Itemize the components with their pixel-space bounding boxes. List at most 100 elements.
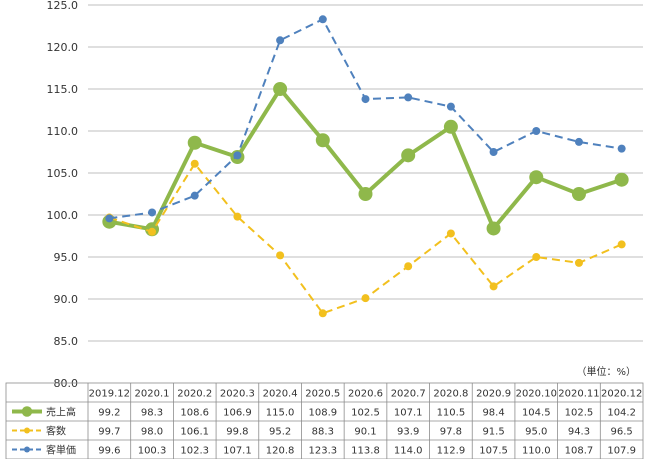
y-tick-label: 110.0 [47, 125, 79, 138]
data-label: 99.6 [98, 446, 120, 457]
data-point [532, 253, 541, 261]
data-label: 98.4 [482, 408, 504, 419]
data-label: 107.5 [479, 446, 508, 457]
data-label: 108.7 [565, 446, 594, 457]
grid [88, 4, 643, 342]
series-1 [102, 82, 629, 237]
data-point [148, 208, 157, 217]
y-tick-label: 90.0 [54, 293, 79, 306]
unit-label: （単位：%） [576, 365, 636, 378]
data-label: 107.1 [394, 408, 423, 419]
data-point [273, 82, 288, 96]
data-label: 96.5 [611, 427, 633, 438]
data-label: 94.3 [568, 427, 590, 438]
y-tick-label: 115.0 [47, 83, 79, 96]
data-point [489, 148, 498, 156]
data-point [361, 294, 370, 303]
data-point [233, 151, 242, 160]
x-tick-label: 2020.3 [220, 389, 255, 400]
data-label: 114.0 [394, 446, 423, 457]
x-tick-label: 2020.6 [348, 389, 383, 400]
data-label: 102.5 [351, 408, 380, 419]
y-tick-label: 120.0 [47, 41, 79, 54]
data-point [318, 15, 327, 24]
data-point [276, 251, 285, 260]
legend-key-marker [21, 406, 33, 417]
data-point [361, 95, 370, 104]
data-label: 100.3 [138, 446, 167, 457]
data-label: 107.1 [223, 446, 252, 457]
series-lines [102, 15, 629, 318]
data-point [446, 229, 455, 238]
data-label: 108.9 [308, 408, 337, 419]
y-tick-label: 125.0 [47, 0, 79, 12]
x-tick-label: 2020.8 [433, 389, 468, 400]
data-label: 123.3 [308, 446, 337, 457]
y-axis: 80.0 85.0 90.0 95.0 100.0 105.0 110.0 115.0 120.… [47, 0, 79, 390]
x-tick-label: 2020.11 [558, 389, 599, 400]
data-label: 98.0 [141, 427, 163, 438]
legend-key-marker [24, 446, 30, 453]
data-label: 112.9 [437, 446, 466, 457]
data-label: 93.9 [397, 427, 419, 438]
data-point [404, 93, 413, 102]
series-line [108, 87, 623, 232]
x-tick-label: 2020.7 [391, 389, 426, 400]
data-label: 106.9 [223, 408, 252, 419]
data-point [318, 309, 327, 318]
x-tick-label: 2020.10 [516, 389, 557, 400]
series-3 [105, 15, 626, 223]
x-tick-label: 2020.4 [263, 389, 298, 400]
data-point [187, 135, 202, 150]
data-label: 106.1 [180, 427, 209, 438]
data-label: 88.3 [312, 427, 334, 438]
y-tick-label: 95.0 [54, 251, 79, 264]
data-label: 108.6 [180, 408, 209, 419]
data-point [614, 172, 629, 187]
data-point [574, 258, 583, 267]
x-tick-label: 2020.1 [135, 389, 170, 400]
data-point [529, 170, 544, 185]
data-point [574, 137, 583, 146]
data-label: 99.8 [226, 427, 248, 438]
x-tick-label: 2020.2 [177, 389, 212, 400]
data-label: 97.8 [440, 427, 462, 438]
data-point [190, 191, 199, 200]
data-point [404, 262, 413, 271]
data-point [358, 187, 373, 201]
data-label: 99.2 [98, 408, 120, 419]
series-line [109, 162, 623, 315]
data-point [532, 127, 541, 135]
legend-label: 客単価 [46, 444, 76, 457]
data-label: 95.2 [269, 427, 291, 438]
legend-label: 売上高 [46, 406, 76, 419]
data-point [446, 102, 455, 111]
data-point [233, 212, 242, 221]
data-label: 91.5 [482, 427, 504, 438]
data-label: 95.0 [525, 427, 547, 438]
y-tick-label: 105.0 [47, 167, 79, 180]
data-label: 110.0 [522, 446, 551, 457]
legend-label: 客数 [46, 425, 66, 438]
data-point [190, 159, 199, 168]
data-label: 120.8 [266, 446, 295, 457]
data-label: 113.8 [351, 446, 380, 457]
x-tick-label: 2020.12 [601, 389, 642, 400]
data-point [617, 144, 626, 153]
data-label: 98.3 [141, 408, 163, 419]
x-tick-label: 2019.12 [89, 389, 130, 400]
data-point [401, 148, 416, 163]
series-2 [105, 159, 626, 318]
legend-key-marker [24, 427, 30, 434]
data-table: 2019.12 2020.1 2020.2 2020.3 2020.4 2020.5 202… [5, 382, 644, 460]
data-point [276, 36, 285, 45]
data-label: 104.5 [522, 408, 551, 419]
data-point [105, 214, 114, 223]
data-label: 104.2 [607, 408, 636, 419]
data-label: 90.1 [354, 427, 376, 438]
y-tick-label: 85.0 [54, 335, 79, 348]
data-point [486, 221, 501, 236]
data-label: 102.5 [565, 408, 594, 419]
